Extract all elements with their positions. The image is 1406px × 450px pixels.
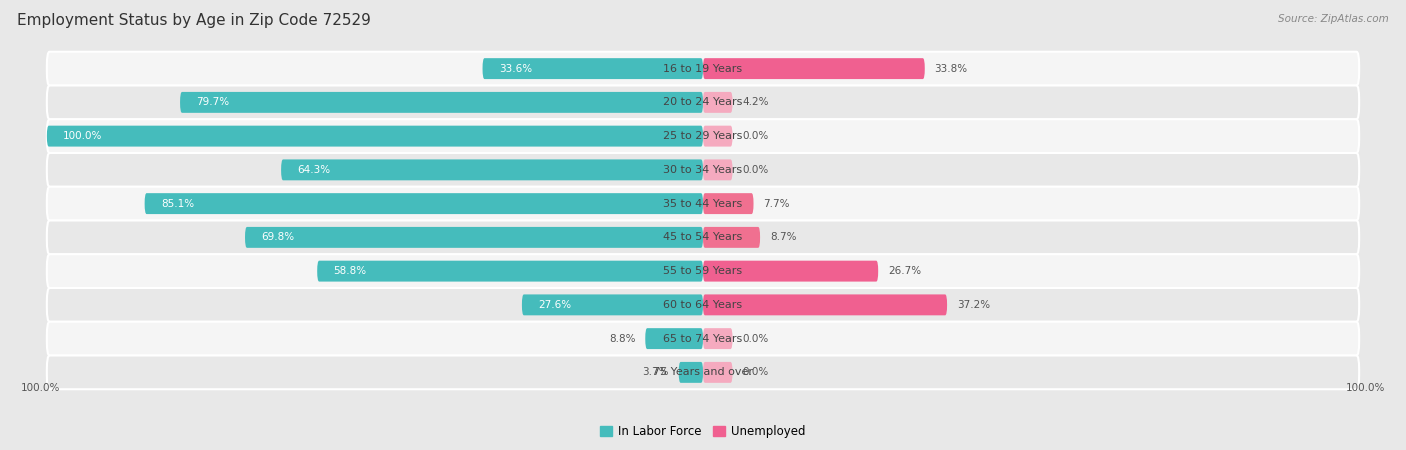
Text: 69.8%: 69.8% bbox=[262, 232, 294, 243]
FancyBboxPatch shape bbox=[703, 362, 733, 383]
Text: 100.0%: 100.0% bbox=[21, 383, 60, 393]
FancyBboxPatch shape bbox=[318, 261, 703, 282]
FancyBboxPatch shape bbox=[46, 187, 1360, 220]
FancyBboxPatch shape bbox=[703, 193, 754, 214]
FancyBboxPatch shape bbox=[522, 294, 703, 315]
Text: 100.0%: 100.0% bbox=[1346, 383, 1385, 393]
FancyBboxPatch shape bbox=[46, 220, 1360, 254]
Text: 4.2%: 4.2% bbox=[742, 97, 769, 108]
FancyBboxPatch shape bbox=[46, 119, 1360, 153]
Text: 0.0%: 0.0% bbox=[742, 165, 769, 175]
FancyBboxPatch shape bbox=[703, 92, 733, 113]
FancyBboxPatch shape bbox=[281, 159, 703, 180]
FancyBboxPatch shape bbox=[703, 294, 948, 315]
FancyBboxPatch shape bbox=[679, 362, 703, 383]
FancyBboxPatch shape bbox=[46, 153, 1360, 187]
Text: 65 to 74 Years: 65 to 74 Years bbox=[664, 333, 742, 344]
Text: 37.2%: 37.2% bbox=[957, 300, 990, 310]
Text: 45 to 54 Years: 45 to 54 Years bbox=[664, 232, 742, 243]
Text: 0.0%: 0.0% bbox=[742, 333, 769, 344]
FancyBboxPatch shape bbox=[482, 58, 703, 79]
Legend: In Labor Force, Unemployed: In Labor Force, Unemployed bbox=[596, 420, 810, 443]
Text: 33.6%: 33.6% bbox=[499, 63, 531, 74]
FancyBboxPatch shape bbox=[645, 328, 703, 349]
Text: 64.3%: 64.3% bbox=[298, 165, 330, 175]
Text: 100.0%: 100.0% bbox=[63, 131, 103, 141]
Text: 7.7%: 7.7% bbox=[763, 198, 790, 209]
Text: 26.7%: 26.7% bbox=[889, 266, 921, 276]
FancyBboxPatch shape bbox=[180, 92, 703, 113]
Text: Employment Status by Age in Zip Code 72529: Employment Status by Age in Zip Code 725… bbox=[17, 14, 371, 28]
Text: 33.8%: 33.8% bbox=[935, 63, 967, 74]
Text: 60 to 64 Years: 60 to 64 Years bbox=[664, 300, 742, 310]
FancyBboxPatch shape bbox=[46, 288, 1360, 322]
Text: 3.7%: 3.7% bbox=[643, 367, 669, 378]
Text: 0.0%: 0.0% bbox=[742, 131, 769, 141]
Text: 16 to 19 Years: 16 to 19 Years bbox=[664, 63, 742, 74]
FancyBboxPatch shape bbox=[46, 126, 703, 147]
FancyBboxPatch shape bbox=[46, 322, 1360, 356]
Text: 8.7%: 8.7% bbox=[770, 232, 796, 243]
Text: 20 to 24 Years: 20 to 24 Years bbox=[664, 97, 742, 108]
Text: 8.8%: 8.8% bbox=[609, 333, 636, 344]
FancyBboxPatch shape bbox=[703, 126, 733, 147]
FancyBboxPatch shape bbox=[703, 58, 925, 79]
FancyBboxPatch shape bbox=[703, 159, 733, 180]
FancyBboxPatch shape bbox=[703, 227, 761, 248]
Text: 35 to 44 Years: 35 to 44 Years bbox=[664, 198, 742, 209]
Text: 27.6%: 27.6% bbox=[538, 300, 571, 310]
Text: 75 Years and over: 75 Years and over bbox=[652, 367, 754, 378]
FancyBboxPatch shape bbox=[46, 254, 1360, 288]
Text: 85.1%: 85.1% bbox=[162, 198, 194, 209]
FancyBboxPatch shape bbox=[145, 193, 703, 214]
FancyBboxPatch shape bbox=[703, 328, 733, 349]
Text: 30 to 34 Years: 30 to 34 Years bbox=[664, 165, 742, 175]
FancyBboxPatch shape bbox=[46, 356, 1360, 389]
FancyBboxPatch shape bbox=[245, 227, 703, 248]
Text: 55 to 59 Years: 55 to 59 Years bbox=[664, 266, 742, 276]
Text: Source: ZipAtlas.com: Source: ZipAtlas.com bbox=[1278, 14, 1389, 23]
Text: 25 to 29 Years: 25 to 29 Years bbox=[664, 131, 742, 141]
Text: 58.8%: 58.8% bbox=[333, 266, 367, 276]
FancyBboxPatch shape bbox=[46, 52, 1360, 86]
Text: 79.7%: 79.7% bbox=[197, 97, 229, 108]
FancyBboxPatch shape bbox=[703, 261, 879, 282]
Text: 0.0%: 0.0% bbox=[742, 367, 769, 378]
FancyBboxPatch shape bbox=[46, 86, 1360, 119]
